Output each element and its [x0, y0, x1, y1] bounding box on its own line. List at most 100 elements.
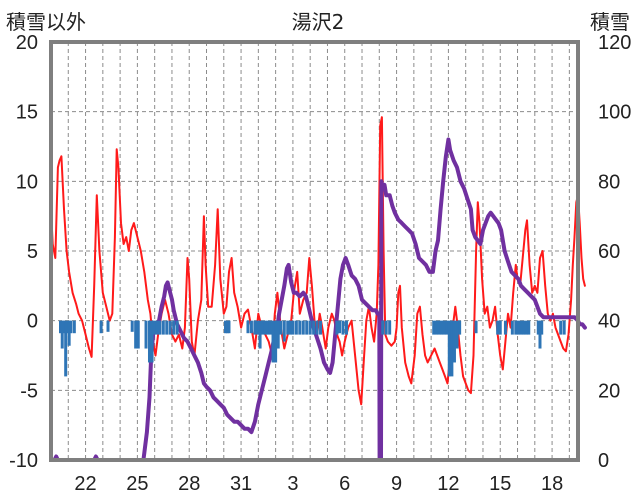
x-tick-label: 18: [541, 473, 563, 495]
x-tick-label: 12: [437, 473, 459, 495]
x-tick-label: 15: [489, 473, 511, 495]
bar: [335, 320, 339, 335]
bar: [519, 320, 523, 335]
bar: [64, 320, 68, 377]
bar: [59, 320, 63, 334]
bar: [266, 320, 270, 335]
bar: [99, 320, 103, 334]
bar: [276, 320, 280, 349]
bar: [263, 320, 267, 335]
bar: [130, 320, 134, 332]
bar: [224, 320, 228, 334]
bar: [437, 320, 441, 335]
right-tick-label: 100: [598, 102, 631, 124]
bar: [288, 320, 292, 335]
bar: [455, 320, 459, 349]
left-tick-label: 0: [27, 311, 38, 333]
bar: [144, 320, 148, 349]
bar: [308, 320, 312, 335]
bar: [274, 320, 278, 363]
bar: [60, 320, 64, 349]
bar: [255, 320, 259, 335]
x-tick-label: 9: [391, 473, 402, 495]
left-tick-label: -10: [9, 450, 38, 472]
x-tick-label: 31: [230, 473, 252, 495]
bar: [381, 320, 385, 335]
bar: [432, 320, 436, 335]
x-tick-label: 25: [126, 473, 148, 495]
bar: [249, 320, 253, 334]
series-line-1: [50, 116, 586, 406]
bar: [172, 320, 176, 335]
bar: [62, 320, 66, 334]
bar: [246, 320, 250, 334]
right-axis-label: 積雪: [590, 10, 630, 34]
left-tick-label: 5: [27, 241, 38, 263]
x-tick-label: 3: [287, 473, 298, 495]
series-line-2: [49, 137, 587, 462]
bar: [291, 320, 295, 335]
bar: [225, 320, 229, 334]
bar: [522, 320, 526, 335]
bar: [165, 320, 169, 335]
bar: [514, 320, 518, 335]
bar: [434, 320, 438, 335]
bar: [527, 320, 531, 335]
bar: [286, 320, 290, 335]
bar: [155, 320, 159, 335]
bar: [158, 320, 162, 335]
bar: [312, 320, 316, 335]
left-tick-label: 20: [16, 32, 38, 54]
bar: [562, 320, 566, 335]
right-tick-label: 0: [598, 450, 609, 472]
bar: [106, 320, 110, 332]
bar: [298, 320, 302, 335]
bar: [268, 320, 272, 335]
bar: [538, 320, 542, 349]
bar: [445, 320, 449, 335]
bar: [175, 320, 179, 335]
bar: [253, 320, 257, 335]
bar: [271, 320, 275, 363]
bar: [559, 320, 563, 335]
plot-frame: [49, 40, 580, 462]
bar: [69, 320, 73, 334]
bar: [524, 320, 528, 335]
bar: [498, 320, 502, 335]
right-tick-label: 80: [598, 171, 620, 193]
bar: [161, 320, 165, 335]
bar: [153, 320, 157, 335]
bar: [516, 320, 520, 335]
bar: [496, 320, 500, 335]
x-tick-label: 22: [74, 473, 96, 495]
bar: [536, 320, 540, 335]
bar: [315, 320, 319, 335]
bar: [439, 320, 443, 335]
bar: [452, 320, 456, 363]
bar: [341, 320, 345, 335]
bar: [136, 320, 140, 349]
bar: [384, 320, 388, 335]
chart-title: 湯沢2: [291, 10, 345, 34]
bar: [450, 320, 454, 377]
left-tick-label: 15: [16, 102, 38, 124]
bar: [447, 320, 451, 377]
bar: [442, 320, 446, 335]
bar: [147, 320, 151, 363]
bar: [301, 320, 305, 335]
bar: [279, 320, 283, 335]
left-axis-label: 積雪以外: [6, 10, 86, 34]
right-tick-label: 40: [598, 311, 620, 333]
bar: [474, 320, 478, 334]
bar: [168, 320, 172, 335]
right-tick-label: 60: [598, 241, 620, 263]
bar: [261, 320, 265, 335]
bar: [338, 320, 342, 334]
bar: [540, 320, 544, 335]
bar: [134, 320, 138, 349]
bar: [344, 320, 348, 335]
bar: [65, 320, 69, 334]
bar: [294, 320, 298, 335]
bar: [150, 320, 154, 363]
